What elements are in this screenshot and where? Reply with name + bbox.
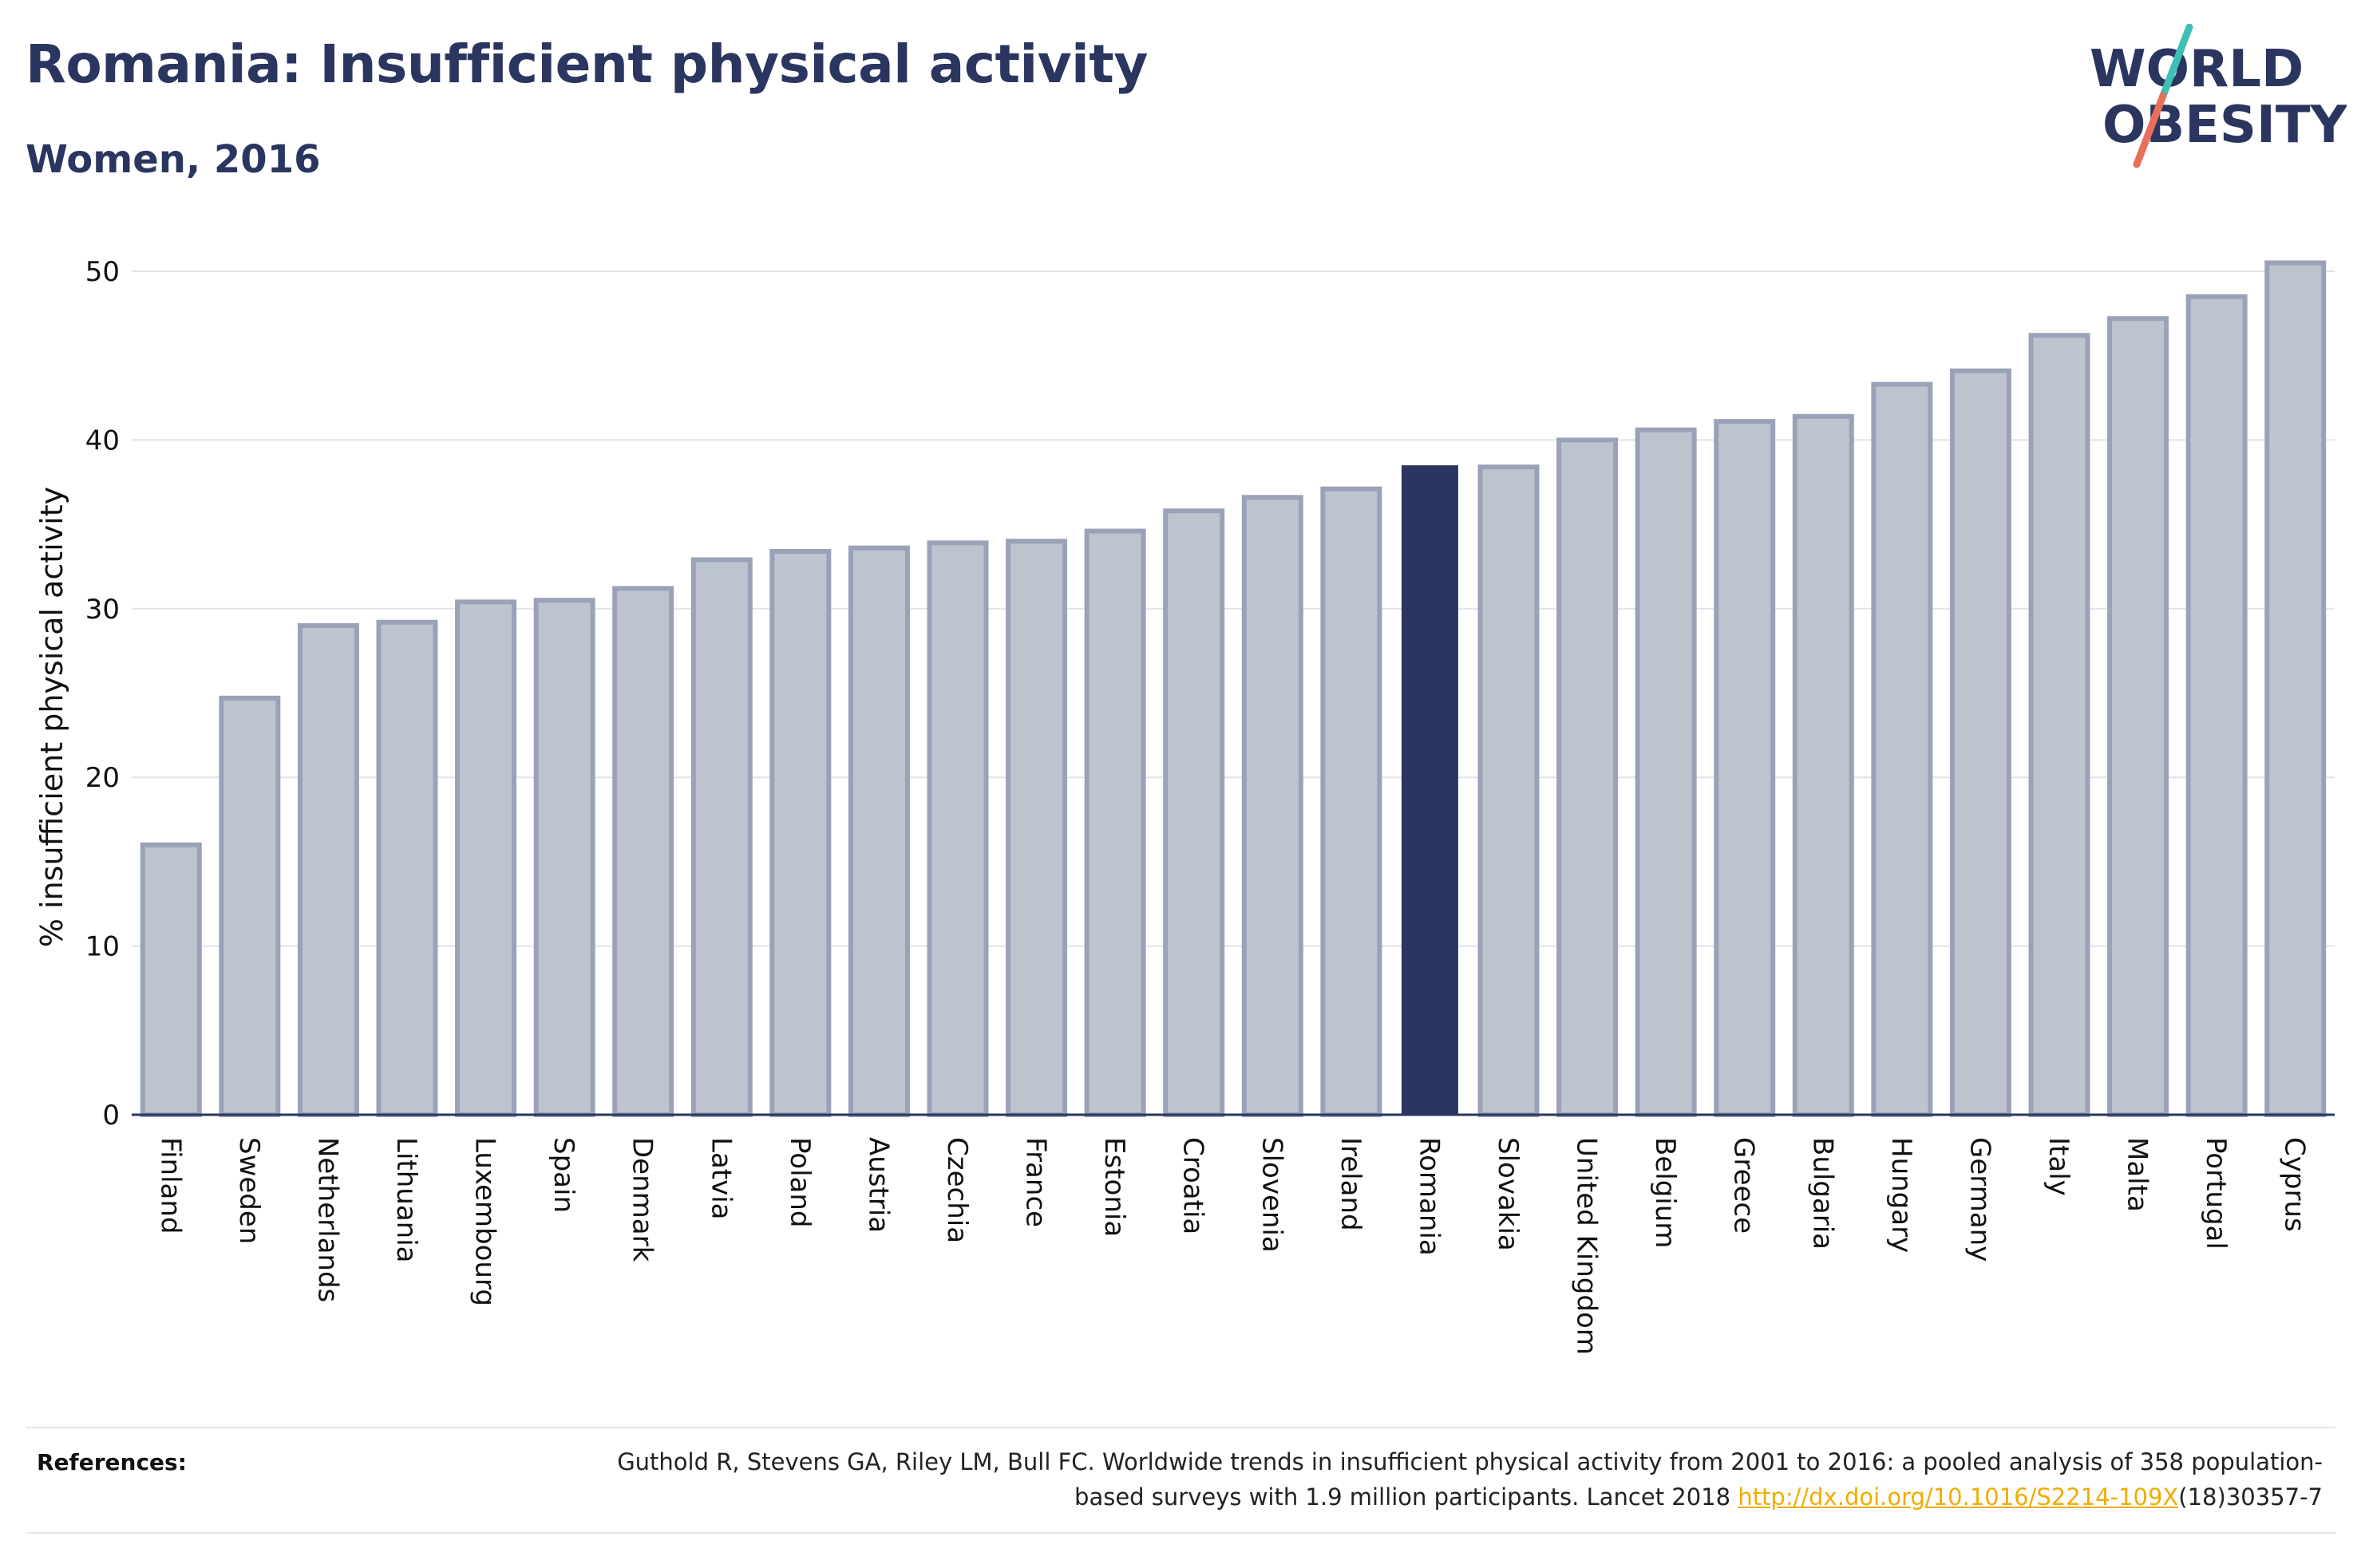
y-axis-label: % insufficient physical activity <box>34 487 69 947</box>
bar-united-kingdom <box>1556 437 1619 1117</box>
logo-slash-coral <box>2133 92 2167 168</box>
references-citation-suffix: (18)30357-7 <box>2178 1483 2323 1511</box>
world-obesity-logo: WORLD OBESITY <box>2090 24 2347 168</box>
x-tick-label: Slovenia <box>1256 1137 1287 1253</box>
x-tick-label: Latvia <box>705 1137 737 1220</box>
bar-netherlands <box>297 622 359 1117</box>
bar-chart: 0 10 20 30 40 50 % insufficient physical activ… <box>34 256 2335 1355</box>
bar-latvia <box>690 557 753 1117</box>
references-box: References: Guthold R, Stevens GA, Riley… <box>26 1427 2335 1534</box>
bar-cyprus <box>2264 260 2327 1117</box>
y-tick-label: 20 <box>85 762 120 794</box>
page-title: Romania: Insufficient physical activity <box>26 34 1148 95</box>
x-tick-label: Luxembourg <box>469 1137 501 1306</box>
bar-italy <box>2028 333 2090 1118</box>
bar-austria <box>848 545 910 1117</box>
y-tick-label: 50 <box>85 256 120 288</box>
bar-slovakia <box>1477 464 1540 1117</box>
x-tick-label: Portugal <box>2200 1137 2232 1250</box>
x-tick-label: Netherlands <box>311 1137 343 1302</box>
bar-lithuania <box>376 619 438 1117</box>
x-tick-label: Sweden <box>233 1137 265 1244</box>
bar-germany <box>1949 368 2011 1117</box>
bar-luxembourg <box>455 599 517 1117</box>
x-tick-label: Belgium <box>1649 1137 1681 1248</box>
bar-estonia <box>1084 528 1146 1117</box>
bar-finland <box>140 842 202 1117</box>
x-tick-label: Estonia <box>1098 1137 1130 1237</box>
bar-france <box>1006 539 1068 1117</box>
x-tick-label: Austria <box>862 1137 894 1233</box>
x-tick-label: Lithuania <box>390 1137 422 1262</box>
x-tick-label: Spain <box>548 1137 579 1213</box>
bar-bulgaria <box>1792 413 1854 1117</box>
x-tick-label: Hungary <box>1885 1137 1917 1253</box>
logo-line1: WORLD <box>2090 40 2304 99</box>
x-tick-label: Denmark <box>627 1137 658 1262</box>
y-tick-label: 0 <box>102 1100 120 1132</box>
bar-poland <box>769 548 832 1117</box>
references-label: References: <box>37 1449 187 1475</box>
x-tick-label: Ireland <box>1335 1137 1366 1231</box>
bar-hungary <box>1871 381 1933 1117</box>
y-tick-label: 10 <box>85 931 120 963</box>
y-tick-label: 40 <box>85 425 120 456</box>
x-tick-label: Croatia <box>1177 1137 1209 1234</box>
x-tick-label: Finland <box>154 1137 186 1234</box>
x-tick-label: Poland <box>784 1137 816 1228</box>
references-text: Guthold R, Stevens GA, Riley LM, Bull FC… <box>567 1444 2323 1515</box>
x-tick-label: Greece <box>1728 1137 1760 1234</box>
x-tick-label: Cyprus <box>2279 1137 2311 1232</box>
x-tick-label: Malta <box>2122 1137 2153 1212</box>
bar-czechia <box>927 540 989 1117</box>
logo-slash-teal <box>2159 24 2193 100</box>
bar-belgium <box>1635 427 1697 1117</box>
bar-ireland <box>1320 486 1382 1117</box>
bar-portugal <box>2185 294 2248 1118</box>
references-link[interactable]: http://dx.doi.org/10.1016/S2214-109X <box>1738 1483 2179 1511</box>
x-tick-label: Slovakia <box>1492 1137 1524 1251</box>
bar-malta <box>2107 316 2169 1117</box>
x-tick-label: Italy <box>2043 1137 2074 1196</box>
references-citation: Guthold R, Stevens GA, Riley LM, Bull FC… <box>617 1448 2323 1511</box>
bar-romania <box>1401 465 1458 1115</box>
bar-sweden <box>219 695 281 1117</box>
x-tick-label: Bulgaria <box>1806 1137 1838 1250</box>
x-tick-label: Czechia <box>941 1137 973 1243</box>
bar-denmark <box>612 586 674 1117</box>
bar-croatia <box>1163 508 1225 1117</box>
bar-spain <box>533 598 595 1117</box>
x-tick-label: United Kingdom <box>1571 1137 1603 1355</box>
bar-slovenia <box>1241 495 1303 1117</box>
bar-greece <box>1714 419 1776 1117</box>
page-subtitle: Women, 2016 <box>26 137 321 182</box>
x-tick-label: Germany <box>1964 1137 1995 1262</box>
x-tick-label: Romania <box>1413 1137 1445 1256</box>
y-tick-label: 30 <box>85 594 120 626</box>
x-tick-label: France <box>1020 1137 1052 1227</box>
